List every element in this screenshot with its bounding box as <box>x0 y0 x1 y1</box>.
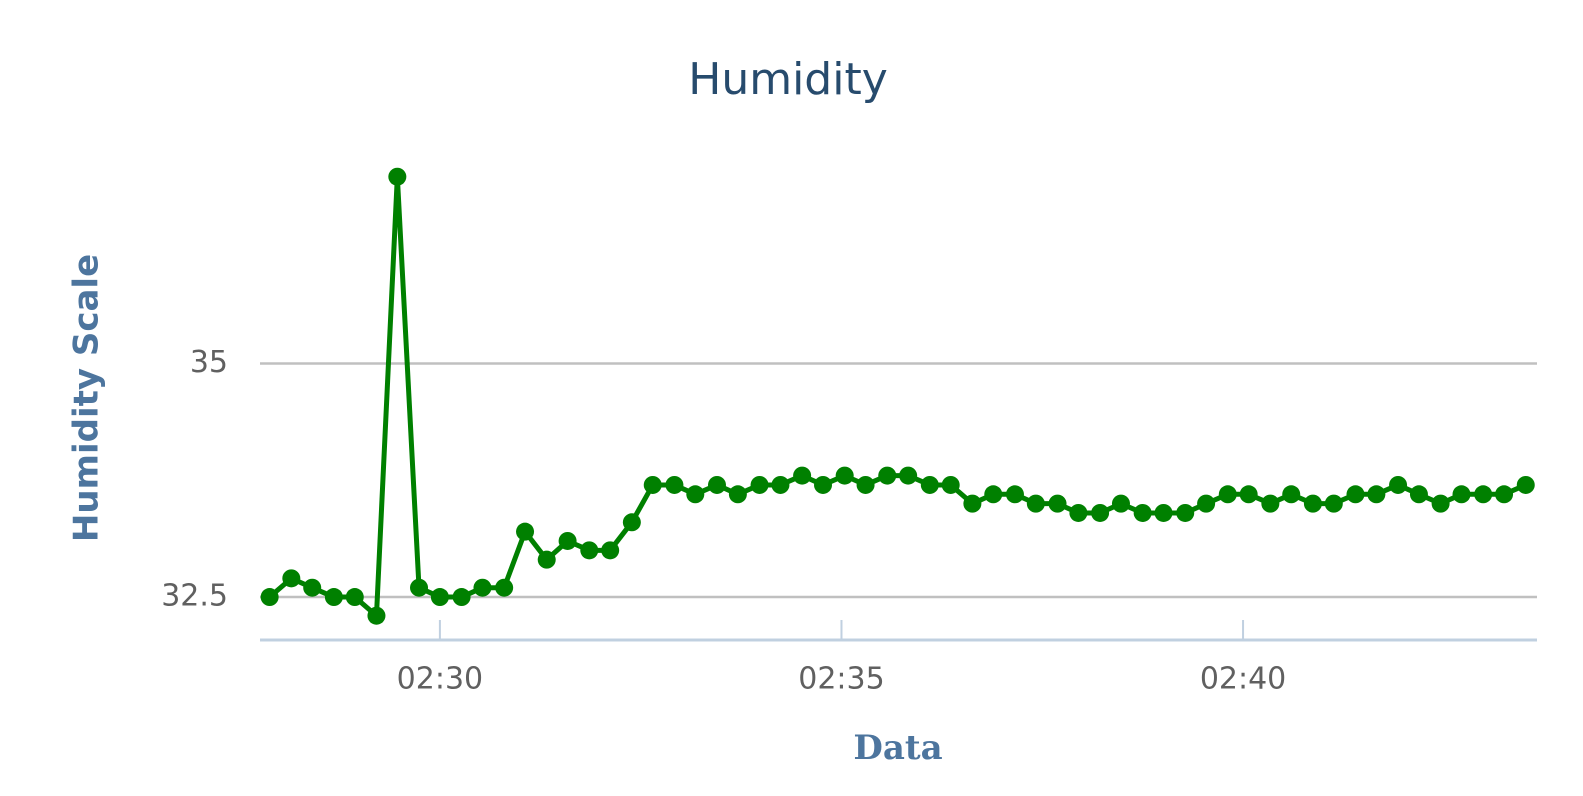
data-point <box>622 513 641 532</box>
data-point <box>728 485 747 504</box>
data-point <box>1431 494 1450 513</box>
data-point <box>1197 494 1216 513</box>
data-point <box>430 588 449 607</box>
data-point <box>920 475 939 494</box>
data-point <box>963 494 982 513</box>
data-point <box>771 475 790 494</box>
data-point <box>558 531 577 550</box>
data-point <box>473 578 492 597</box>
data-point <box>1133 503 1152 522</box>
x-tick-label: 02:30 <box>397 662 483 697</box>
data-point <box>1303 494 1322 513</box>
data-point <box>345 588 364 607</box>
data-point <box>1516 475 1535 494</box>
data-point <box>367 606 386 625</box>
data-point <box>537 550 556 569</box>
y-axis-title: Humidity Scale <box>67 254 107 542</box>
data-point <box>516 522 535 541</box>
data-point <box>1005 485 1024 504</box>
data-point <box>750 475 769 494</box>
data-point <box>814 475 833 494</box>
data-point <box>580 541 599 560</box>
data-point <box>1154 503 1173 522</box>
data-point <box>856 475 875 494</box>
data-point <box>1261 494 1280 513</box>
data-point <box>601 541 620 560</box>
data-point <box>282 569 301 588</box>
data-point <box>1324 494 1343 513</box>
data-point <box>1239 485 1258 504</box>
data-point <box>1091 503 1110 522</box>
data-point <box>1495 485 1514 504</box>
series-line <box>268 174 1527 619</box>
data-point <box>835 466 854 485</box>
data-point <box>1452 485 1471 504</box>
data-point <box>410 578 429 597</box>
y-tick-label: 32.5 <box>161 579 228 614</box>
data-point <box>793 466 812 485</box>
data-point <box>1111 494 1130 513</box>
data-point <box>388 167 407 186</box>
data-point <box>1367 485 1386 504</box>
data-point <box>260 588 279 607</box>
data-point <box>665 475 684 494</box>
data-point <box>1048 494 1067 513</box>
data-point <box>1218 485 1237 504</box>
data-point <box>1389 475 1408 494</box>
data-point <box>1026 494 1045 513</box>
x-axis-title: Data <box>853 728 942 768</box>
data-point <box>1176 503 1195 522</box>
data-point <box>452 588 471 607</box>
data-point <box>1282 485 1301 504</box>
data-point <box>984 485 1003 504</box>
data-point <box>1069 503 1088 522</box>
chart-title: Humidity <box>688 54 888 105</box>
data-point <box>495 578 514 597</box>
data-point <box>1346 485 1365 504</box>
y-tick-label: 35 <box>190 345 228 380</box>
data-point <box>303 578 322 597</box>
data-point <box>686 485 705 504</box>
data-point <box>878 466 897 485</box>
x-tick-label: 02:35 <box>798 662 884 697</box>
data-point <box>1409 485 1428 504</box>
data-point <box>899 466 918 485</box>
data-point <box>707 475 726 494</box>
data-point <box>643 475 662 494</box>
data-point <box>941 475 960 494</box>
data-point <box>1474 485 1493 504</box>
data-point <box>324 588 343 607</box>
x-tick-label: 02:40 <box>1200 662 1286 697</box>
